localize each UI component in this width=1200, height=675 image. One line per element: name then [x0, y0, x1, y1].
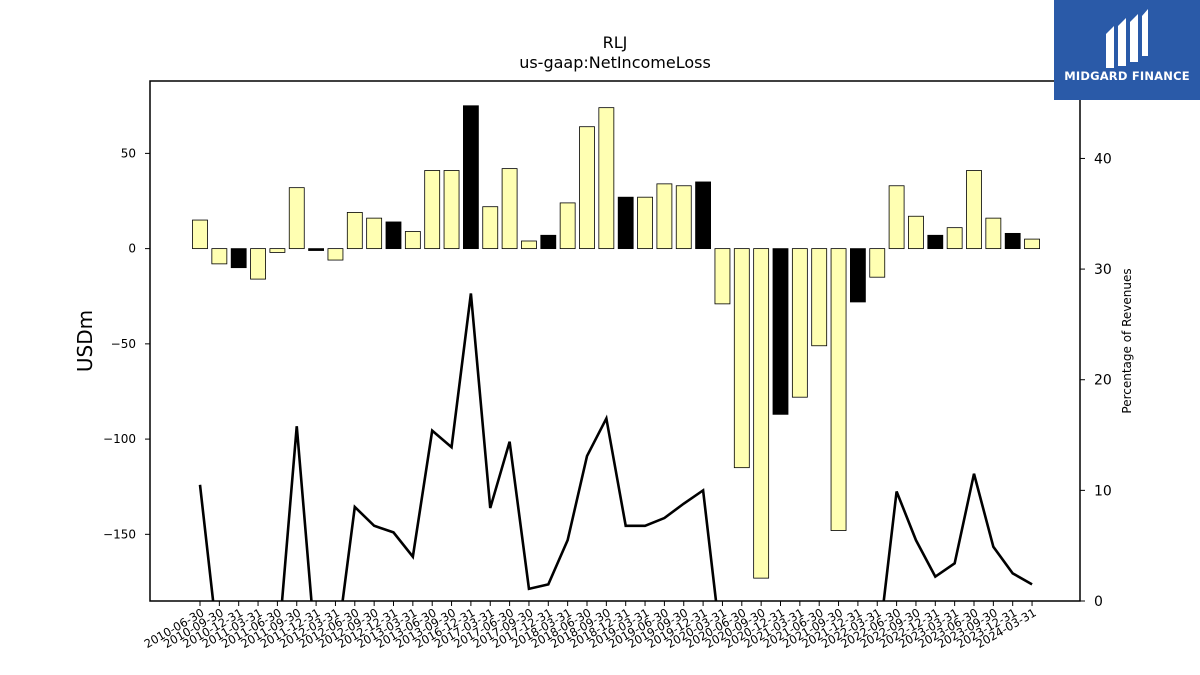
y-tick-label: −50 — [111, 337, 136, 351]
bar — [540, 234, 557, 250]
bar — [695, 181, 711, 250]
bar-group — [192, 105, 1040, 579]
plot-frame — [149, 80, 1081, 602]
y2-tick-label: 0 — [1094, 594, 1103, 610]
bar — [327, 248, 344, 261]
x-axis: 2010-06-302010-09-302010-12-312011-03-31… — [142, 601, 1039, 651]
y2-tick-label: 10 — [1094, 483, 1112, 499]
y-tick-label: 50 — [121, 146, 136, 160]
y-tick-label: −100 — [103, 432, 136, 446]
bar — [211, 248, 228, 265]
bar — [288, 187, 305, 250]
bar — [192, 219, 208, 250]
bar — [559, 202, 576, 250]
bar — [1024, 238, 1040, 250]
bar — [269, 248, 286, 253]
bar — [869, 248, 886, 278]
bar — [946, 227, 963, 250]
bar — [637, 196, 653, 250]
y-tick-label: −150 — [103, 527, 136, 541]
bar — [482, 206, 499, 250]
line-group — [198, 293, 1033, 601]
bar — [985, 217, 1002, 250]
bar — [888, 185, 905, 250]
bar — [501, 168, 518, 250]
brand-name: MIDGARD FINANCE — [1064, 69, 1190, 83]
bar — [250, 248, 266, 280]
bar — [346, 212, 363, 250]
y2-tick-label: 30 — [1094, 262, 1112, 278]
bar — [462, 105, 479, 250]
bar — [617, 196, 634, 250]
bar — [656, 183, 673, 250]
bar — [714, 248, 731, 305]
bar — [927, 234, 944, 250]
bar — [966, 170, 982, 250]
bar — [443, 170, 460, 250]
y-axis-left: 50 0 −50 −100 −150 — [103, 146, 150, 541]
brand-logo: MIDGARD FINANCE — [1054, 0, 1200, 100]
bar — [308, 248, 325, 251]
bar — [385, 221, 402, 250]
bar — [811, 248, 828, 347]
bar — [675, 185, 692, 250]
bar — [733, 248, 750, 469]
y-axis-label: USDm — [73, 310, 97, 372]
bar — [830, 248, 847, 531]
bar — [908, 215, 924, 250]
y2-tick-label: 20 — [1094, 373, 1112, 389]
bar — [521, 240, 537, 250]
y2-axis-label: Percentage of Revenues — [1120, 268, 1134, 413]
y-axis-right: 0 10 20 30 40 — [1080, 151, 1112, 610]
bar — [579, 126, 595, 250]
bar — [753, 248, 770, 579]
bar — [404, 231, 421, 250]
bar — [424, 170, 441, 250]
chart-title: RLJ — [603, 33, 628, 52]
brand-mark-icon — [1106, 9, 1148, 68]
chart-subtitle: us-gaap:NetIncomeLoss — [519, 53, 711, 72]
bar — [598, 107, 615, 250]
y-tick-label: 0 — [128, 242, 136, 256]
y2-tick-label: 40 — [1094, 151, 1112, 167]
series-line — [198, 293, 1033, 601]
bar — [772, 248, 789, 415]
bar — [366, 217, 383, 250]
bar — [850, 248, 866, 303]
bar — [1004, 232, 1021, 250]
bar — [791, 248, 808, 398]
bar — [230, 248, 247, 269]
